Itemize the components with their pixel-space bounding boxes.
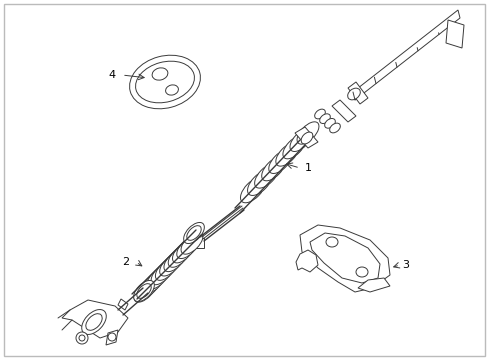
- Polygon shape: [118, 299, 128, 310]
- Ellipse shape: [329, 123, 340, 133]
- Ellipse shape: [247, 170, 272, 195]
- Ellipse shape: [152, 68, 167, 80]
- Ellipse shape: [324, 118, 335, 128]
- Polygon shape: [106, 330, 118, 345]
- Ellipse shape: [81, 310, 106, 334]
- Ellipse shape: [163, 249, 185, 272]
- Ellipse shape: [283, 136, 305, 159]
- Ellipse shape: [186, 226, 201, 240]
- Ellipse shape: [135, 61, 194, 103]
- Ellipse shape: [172, 240, 194, 263]
- Ellipse shape: [108, 333, 116, 341]
- Ellipse shape: [142, 271, 164, 293]
- Ellipse shape: [325, 237, 337, 247]
- Ellipse shape: [129, 55, 200, 109]
- Ellipse shape: [79, 335, 85, 341]
- Text: 1: 1: [304, 163, 311, 173]
- Ellipse shape: [160, 254, 181, 276]
- Text: 4: 4: [108, 70, 115, 80]
- Polygon shape: [357, 278, 389, 292]
- Ellipse shape: [86, 314, 102, 330]
- Ellipse shape: [296, 122, 318, 144]
- Ellipse shape: [275, 143, 298, 166]
- Ellipse shape: [347, 88, 360, 100]
- Ellipse shape: [254, 163, 278, 188]
- Polygon shape: [445, 20, 463, 48]
- Polygon shape: [190, 238, 203, 248]
- Ellipse shape: [76, 332, 88, 344]
- Text: 3: 3: [402, 260, 408, 270]
- Ellipse shape: [268, 149, 292, 174]
- Ellipse shape: [133, 280, 154, 302]
- Ellipse shape: [314, 109, 325, 119]
- Polygon shape: [352, 10, 459, 100]
- Ellipse shape: [289, 129, 312, 152]
- Ellipse shape: [138, 275, 160, 298]
- Polygon shape: [331, 100, 355, 122]
- Polygon shape: [299, 225, 389, 292]
- Ellipse shape: [146, 267, 168, 289]
- Polygon shape: [62, 300, 128, 338]
- Ellipse shape: [137, 284, 151, 298]
- Ellipse shape: [261, 157, 285, 181]
- Polygon shape: [294, 127, 317, 148]
- Ellipse shape: [183, 222, 204, 244]
- Ellipse shape: [355, 267, 367, 277]
- Polygon shape: [295, 250, 317, 272]
- Text: 2: 2: [122, 257, 129, 267]
- Ellipse shape: [151, 262, 173, 285]
- Ellipse shape: [301, 132, 312, 144]
- Ellipse shape: [177, 236, 198, 258]
- Ellipse shape: [155, 258, 177, 280]
- Polygon shape: [347, 82, 367, 104]
- Ellipse shape: [165, 85, 178, 95]
- Ellipse shape: [240, 177, 265, 203]
- Ellipse shape: [181, 232, 203, 254]
- Polygon shape: [309, 233, 379, 283]
- Ellipse shape: [168, 245, 190, 267]
- Ellipse shape: [319, 114, 330, 123]
- Ellipse shape: [134, 280, 156, 302]
